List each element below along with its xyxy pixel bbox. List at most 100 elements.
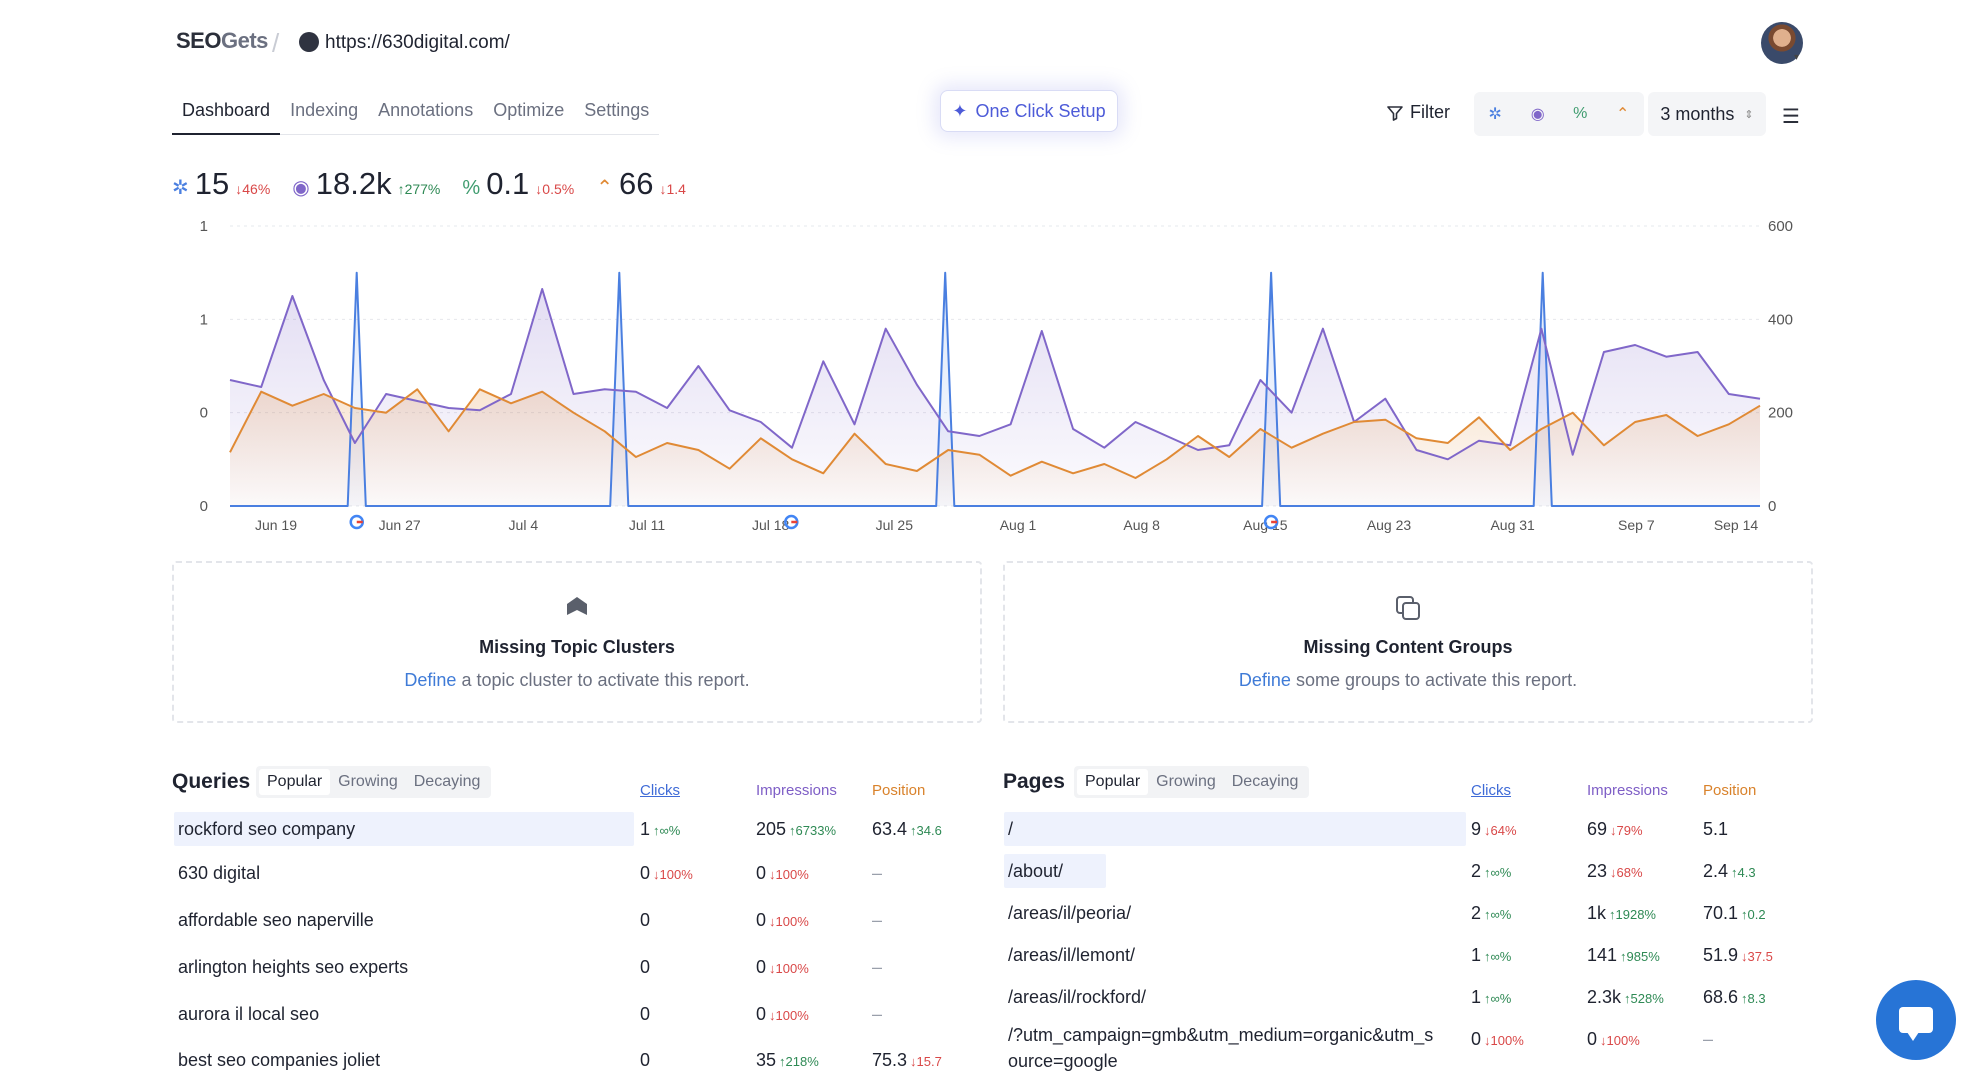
y-left-tick: 0 xyxy=(200,405,208,422)
table-row[interactable]: affordable seo naperville 0 0 ↓100% – xyxy=(174,903,974,939)
segment-popular[interactable]: Popular xyxy=(1077,769,1149,795)
clicks-cell: 1 ↑∞% xyxy=(1471,945,1512,965)
row-label[interactable]: best seo companies joliet xyxy=(178,1050,381,1070)
queries-col-clicks[interactable]: Clicks xyxy=(640,782,680,799)
chart-axes: 1 600 1 400 0 200 0 0 Jun 19 Jun 27 Jul 4 Jul 11 Jul… xyxy=(200,218,1793,533)
row-label[interactable]: /?utm_campaign=gmb&utm_medium=organic&ut… xyxy=(1008,1025,1434,1071)
percent-toggle-icon[interactable]: % xyxy=(1573,105,1588,122)
position-cell: 5.1 xyxy=(1703,819,1729,839)
clicks-cell: 2 ↑∞% xyxy=(1471,861,1512,881)
one-click-setup-button[interactable]: ✦ One Click Setup xyxy=(940,90,1118,132)
define-link[interactable]: Define xyxy=(1238,670,1291,690)
eye-toggle-icon[interactable]: ◉ xyxy=(1530,106,1545,123)
table-row[interactable]: best seo companies joliet 0 35 ↑218% 75.3 ↓15… xyxy=(174,1043,974,1079)
row-label[interactable]: affordable seo naperville xyxy=(178,910,374,930)
row-label[interactable]: /areas/il/rockford/ xyxy=(1008,987,1147,1007)
updown-icon: ⇕ xyxy=(1744,108,1754,121)
clicks-cell: 0 xyxy=(640,1004,651,1024)
position-cell: 63.4 ↑34.6 xyxy=(872,819,942,839)
table-row[interactable]: rockford seo company 1 ↑∞% 205 ↑6733% 63.4 ↑34… xyxy=(174,812,974,848)
tab-dashboard[interactable]: Dashboard xyxy=(172,94,281,135)
clicks-cell: 1 ↑∞% xyxy=(640,819,681,839)
segment-popular[interactable]: Popular xyxy=(259,769,331,795)
clicks-cell: 2 ↑∞% xyxy=(1471,903,1512,923)
sparkle-icon: ✦ xyxy=(952,100,968,121)
clicks-toggle-icon[interactable]: ✲ xyxy=(1488,106,1502,123)
y-right-tick: 600 xyxy=(1768,218,1793,235)
performance-chart[interactable]: 1 600 1 400 0 200 0 0 Jun 19 Jun 27 Jul 4 Jul 11 Jul… xyxy=(190,216,1800,536)
row-label[interactable]: / xyxy=(1008,819,1014,839)
y-left-tick: 1 xyxy=(200,218,208,235)
chat-launcher-button[interactable] xyxy=(1876,980,1956,1060)
pages-col-clicks[interactable]: Clicks xyxy=(1471,782,1511,799)
clicks-cell: 0 ↓100% xyxy=(1471,1029,1524,1049)
clicks-cell: 1 ↑∞% xyxy=(1471,987,1512,1007)
segment-growing[interactable]: Growing xyxy=(1156,773,1216,790)
clicks-cell: 0 ↓100% xyxy=(640,863,693,883)
row-label[interactable]: /areas/il/lemont/ xyxy=(1008,945,1136,965)
stat-position[interactable]: ⌃ 66 ↓1.4 xyxy=(596,166,686,201)
stat-clicks[interactable]: ✲ 15 ↓46% xyxy=(172,166,271,201)
stat-ctr[interactable]: % 0.1 ↓0.5% xyxy=(462,166,575,201)
row-label[interactable]: aurora il local seo xyxy=(178,1004,320,1024)
table-row[interactable]: /about/2 ↑∞% 23 ↓68% 2.4 ↑4.3 xyxy=(1004,854,1814,890)
series-line xyxy=(230,271,1760,507)
pages-segment: Popular Growing Decaying xyxy=(1074,766,1310,798)
table-row[interactable]: /areas/il/peoria/2 ↑∞% 1k ↑1928% 70.1 ↑0.2 xyxy=(1004,896,1814,932)
stat-impressions[interactable]: ◉ 18.2k ↑277% xyxy=(292,166,441,201)
site-url[interactable]: https://630digital.com/ xyxy=(325,32,510,53)
x-tick: Jul 11 xyxy=(629,517,666,533)
filter-button[interactable]: Filter xyxy=(1386,102,1450,123)
tab-optimize[interactable]: Optimize xyxy=(493,100,565,120)
table-row[interactable]: 630 digital 0 ↓100% 0 ↓100% – xyxy=(174,856,974,892)
queries-col-impressions[interactable]: Impressions xyxy=(756,782,837,799)
series-area xyxy=(230,389,1760,506)
date-range-select[interactable]: 3 months ⇕ xyxy=(1648,92,1766,136)
position-cell: – xyxy=(872,863,883,883)
pages-col-position[interactable]: Position xyxy=(1703,782,1757,799)
row-label[interactable]: arlington heights seo experts xyxy=(178,957,409,977)
row-label[interactable]: 630 digital xyxy=(178,863,261,883)
row-label[interactable]: rockford seo company xyxy=(178,819,356,839)
table-row[interactable]: aurora il local seo 0 0 ↓100% – xyxy=(174,997,974,1033)
pages-title: Pages xyxy=(1003,770,1065,793)
series-line xyxy=(229,388,1761,479)
site-favicon-icon xyxy=(299,32,319,52)
impressions-cell: 0 ↓100% xyxy=(756,863,809,883)
segment-decaying[interactable]: Decaying xyxy=(413,773,481,790)
x-tick: Aug 23 xyxy=(1367,517,1412,533)
clicks-cell: 0 xyxy=(640,957,651,977)
row-label[interactable]: /about/ xyxy=(1008,861,1064,881)
x-tick: Aug 8 xyxy=(1123,517,1160,533)
app-logo[interactable]: SEOGets xyxy=(176,28,268,53)
table-row[interactable]: / 9 ↓64% 69 ↓79% 5.1 xyxy=(1004,812,1814,848)
position-cell: – xyxy=(872,957,883,977)
google-annotation-icon xyxy=(784,514,799,530)
table-row[interactable]: /areas/il/lemont/1 ↑∞% 141 ↑985% 51.9 ↓37.5 xyxy=(1004,938,1814,974)
topic-clusters-card: Missing Topic Clusters Define a topic cl… xyxy=(172,561,982,723)
segment-growing[interactable]: Growing xyxy=(338,773,398,790)
chevron-down-icon: ▾ xyxy=(1794,52,1800,63)
position-cell: 75.3 ↓15.7 xyxy=(872,1050,942,1070)
table-row[interactable]: /?utm_campaign=gmb&utm_medium=organic&ut… xyxy=(1004,1022,1814,1071)
tab-indexing[interactable]: Indexing xyxy=(290,100,359,120)
define-link[interactable]: Define xyxy=(404,670,457,690)
tab-settings[interactable]: Settings xyxy=(584,100,650,120)
table-row[interactable]: arlington heights seo experts 0 0 ↓100% – xyxy=(174,950,974,986)
table-row[interactable]: /areas/il/rockford/1 ↑∞% 2.3k ↑528% 68.6 ↑8.3 xyxy=(1004,980,1814,1016)
tab-annotations[interactable]: Annotations xyxy=(378,100,474,120)
clicks-cell: 9 ↓64% xyxy=(1471,819,1517,839)
row-label[interactable]: /areas/il/peoria/ xyxy=(1008,903,1132,923)
segment-decaying[interactable]: Decaying xyxy=(1231,773,1299,790)
position-toggle-icon[interactable]: ⌃ xyxy=(1616,106,1630,123)
x-tick: Jun 27 xyxy=(379,517,421,533)
pages-col-impressions[interactable]: Impressions xyxy=(1587,782,1668,799)
user-avatar[interactable] xyxy=(1761,22,1803,64)
y-right-tick: 200 xyxy=(1768,405,1793,422)
breadcrumb-separator: / xyxy=(272,28,280,58)
row-share-bar xyxy=(1004,854,1106,888)
hamburger-menu-icon[interactable]: ☰ xyxy=(1782,106,1800,128)
queries-col-position[interactable]: Position xyxy=(872,782,926,799)
impressions-cell: 69 ↓79% xyxy=(1587,819,1643,839)
x-tick: Jun 19 xyxy=(255,517,297,533)
